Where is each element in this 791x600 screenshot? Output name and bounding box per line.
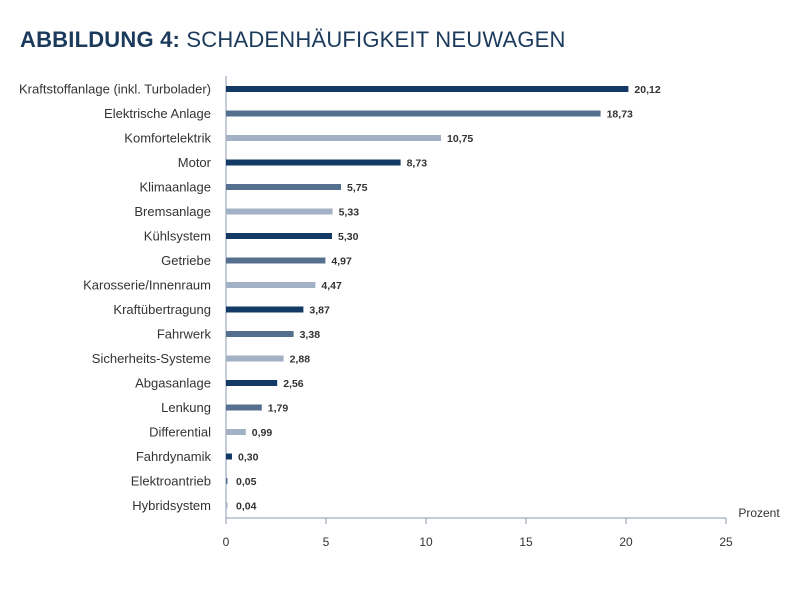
bar	[226, 110, 601, 117]
category-label: Lenkung	[161, 400, 211, 415]
value-label: 10,75	[447, 133, 473, 145]
category-label: Fahrwerk	[157, 327, 212, 342]
x-tick-label: 20	[619, 535, 633, 549]
value-label: 20,12	[634, 84, 660, 96]
category-label: Differential	[149, 425, 211, 440]
category-label: Klimaanlage	[139, 180, 211, 195]
value-label: 5,30	[338, 231, 359, 243]
value-label: 4,47	[321, 280, 342, 292]
bar	[226, 184, 341, 190]
category-label: Hybridsystem	[132, 498, 211, 513]
x-tick-label: 0	[223, 535, 230, 549]
bar	[226, 429, 246, 435]
bar	[226, 453, 232, 460]
category-label: Kraftstoffanlage (inkl. Turbolader)	[19, 82, 211, 97]
x-tick-label: 25	[719, 535, 733, 549]
value-label: 2,56	[283, 378, 304, 390]
category-label: Getriebe	[161, 253, 211, 268]
bar	[226, 355, 284, 362]
bar	[226, 478, 228, 484]
category-label: Karosserie/Innenraum	[83, 278, 211, 293]
value-label: 1,79	[268, 403, 289, 415]
value-label: 2,88	[290, 354, 311, 366]
value-label: 5,33	[339, 207, 360, 219]
category-label: Sicherheits-Systeme	[92, 351, 211, 366]
bar	[226, 282, 316, 288]
bar	[226, 502, 228, 509]
category-label: Motor	[178, 155, 212, 170]
chart-title-rest: SCHADENHÄUFIGKEIT NEUWAGEN	[186, 27, 566, 52]
category-label: Kraftübertragung	[113, 302, 211, 317]
category-label: Elektrische Anlage	[104, 106, 211, 121]
bar	[226, 233, 332, 239]
bar	[226, 404, 262, 411]
x-tick-label: 10	[419, 535, 433, 549]
bar	[226, 257, 326, 264]
bar	[226, 159, 401, 166]
category-label: Elektroantrieb	[131, 474, 211, 489]
bar	[226, 86, 629, 92]
bar	[226, 306, 304, 313]
value-label: 5,75	[347, 182, 368, 194]
x-tick-label: 5	[323, 535, 330, 549]
category-label: Kühlsystem	[144, 229, 211, 244]
value-label: 8,73	[407, 158, 428, 170]
category-label: Fahrdynamik	[136, 449, 212, 464]
bar	[226, 135, 441, 141]
value-label: 0,05	[236, 476, 257, 488]
value-label: 3,87	[309, 305, 330, 317]
category-label: Abgasanlage	[135, 376, 211, 391]
value-label: 0,99	[252, 427, 273, 439]
category-label: Komfortelektrik	[124, 131, 211, 146]
bar	[226, 331, 294, 337]
bar	[226, 380, 278, 386]
value-label: 4,97	[331, 256, 352, 268]
value-label: 0,30	[238, 452, 259, 464]
x-axis-unit-label: Prozent	[738, 506, 780, 520]
value-label: 18,73	[607, 109, 633, 121]
value-label: 0,04	[236, 501, 257, 513]
x-tick-label: 15	[519, 535, 533, 549]
chart-title: ABBILDUNG 4: SCHADENHÄUFIGKEIT NEUWAGEN	[20, 27, 566, 53]
bar	[226, 208, 333, 215]
category-label: Bremsanlage	[134, 204, 211, 219]
chart-title-bold: ABBILDUNG 4:	[20, 27, 181, 52]
value-label: 3,38	[300, 329, 321, 341]
